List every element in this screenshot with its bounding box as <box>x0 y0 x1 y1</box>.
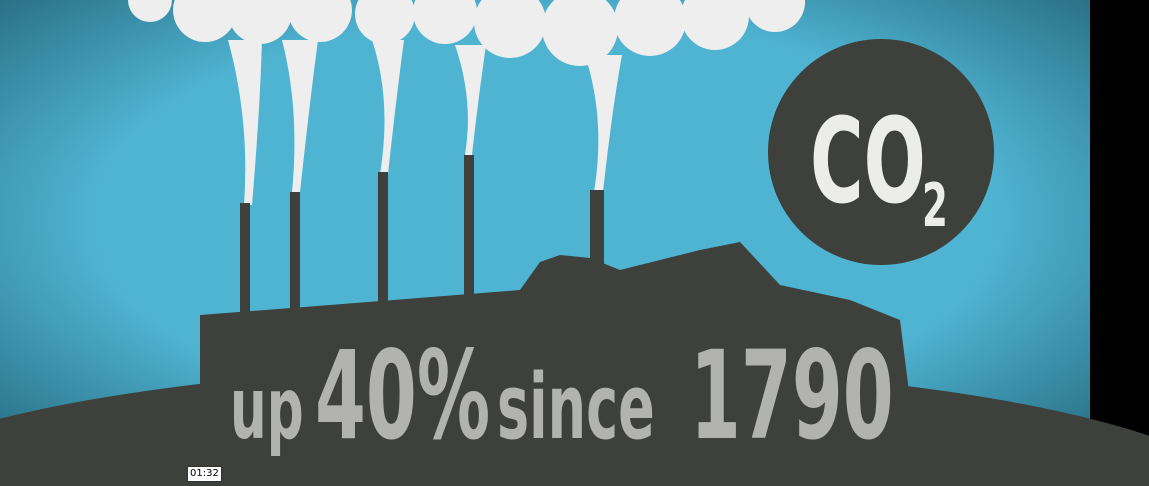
badge-subscript: 2 <box>922 171 948 241</box>
caption-word: since <box>497 354 655 460</box>
smoke <box>128 0 805 205</box>
factory <box>0 155 1149 486</box>
badge-text: CO <box>810 94 926 231</box>
time-tooltip: 01:32 <box>187 466 222 482</box>
caption-word: up <box>230 358 304 459</box>
caption-word: 1790 <box>690 325 894 467</box>
co2-badge <box>768 39 994 265</box>
caption-word: 40% <box>315 325 490 467</box>
